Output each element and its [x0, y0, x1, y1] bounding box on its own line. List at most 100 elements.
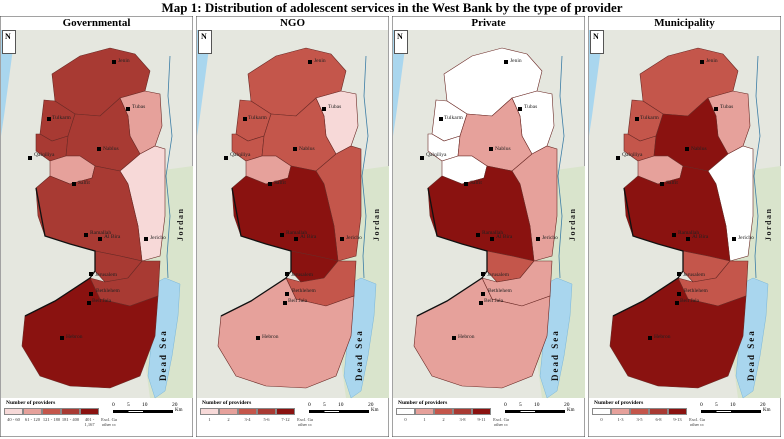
legend-swatches	[4, 408, 99, 415]
legend-swatch	[61, 408, 80, 415]
city-marker-albira	[490, 237, 494, 241]
map-panel-municipality: Municipality N Jenin Tubas Tulkarm Nablus Qalq…	[588, 16, 781, 437]
legend-class-label: 3-5	[636, 417, 643, 422]
city-marker-qalqiliya	[420, 156, 424, 160]
city-marker-ramallah	[84, 233, 88, 237]
scale-unit: Km	[175, 408, 183, 413]
city-marker-albira	[686, 237, 690, 241]
city-marker-hebron	[256, 336, 260, 340]
legend-swatch	[668, 408, 687, 415]
city-marker-beitjala	[283, 301, 287, 305]
legend-title: Number of providers	[594, 400, 644, 406]
dead-sea-label: Dead Sea	[550, 329, 560, 381]
scale-bar: 0 5 10 20 Km	[112, 402, 189, 422]
legend-swatch	[434, 408, 453, 415]
place-label-tulkarm: Tulkarm	[444, 115, 463, 121]
legend-class-label: 181 - 400	[61, 417, 80, 422]
legend-class-label: 40 - 60	[7, 417, 20, 422]
legend-note: Excl. Ga other cc	[493, 417, 509, 427]
legend-class-label: 9-11	[477, 417, 486, 422]
north-arrow-icon: N	[590, 30, 604, 54]
legend-swatches	[396, 408, 491, 415]
place-label-beitjala: Beit Jala	[92, 298, 112, 304]
city-marker-tulkarm	[635, 117, 639, 121]
place-label-ramallah: Ramallah	[90, 230, 112, 236]
legend-swatch	[219, 408, 238, 415]
place-label-jerusalem: Jerusalem	[487, 272, 509, 278]
city-marker-tubas	[518, 107, 522, 111]
place-label-jericho: Jericho	[150, 235, 166, 241]
place-label-tulkarm: Tulkarm	[52, 115, 71, 121]
jordan-label: Jordan	[764, 207, 773, 241]
map-svg-ngo	[196, 16, 389, 437]
place-label-ramallah: Ramallah	[482, 230, 504, 236]
legend-class-label: 401 - 1,167	[84, 417, 95, 427]
city-marker-jerusalem	[285, 272, 289, 276]
place-label-albira: Al Bira	[104, 234, 121, 240]
north-arrow-label: N	[201, 32, 207, 41]
legend-labels: 0 1-3 3-5 6-8 9-13 Excl. Ga other cc	[592, 417, 707, 427]
legend-class-label: 3-8	[459, 417, 466, 422]
place-label-bethlehem: Bethlehem	[96, 288, 120, 294]
city-marker-jericho	[144, 237, 148, 241]
jordan-label: Jordan	[568, 207, 577, 241]
green-line-border	[416, 187, 488, 317]
place-label-albira: Al Bira	[692, 234, 709, 240]
legend: Number of providers 1 2 3-4 5-6 7-12 Excl. Ga …	[196, 398, 389, 437]
mediterranean-sea	[393, 30, 408, 136]
scale-tick-label: 0	[112, 402, 115, 408]
scale-tick-label: 5	[323, 402, 326, 408]
legend: Number of providers 40 - 60 61 - 120 121 - …	[0, 398, 193, 437]
jordan-label: Jordan	[176, 207, 185, 241]
scale-tick-label: 20	[564, 402, 570, 408]
legend-labels: 1 2 3-4 5-6 7-12 Excl. Ga other cc	[200, 417, 315, 427]
city-marker-jenin	[308, 60, 312, 64]
legend-class-label: 1-3	[617, 417, 624, 422]
legend-swatch	[80, 408, 99, 415]
place-label-jenin: Jenin	[314, 58, 326, 64]
map-title: Map 1: Distribution of adolescent servic…	[161, 0, 623, 15]
city-marker-ramallah	[476, 233, 480, 237]
legend-class-label: 1	[423, 417, 426, 422]
north-arrow-label: N	[5, 32, 11, 41]
scale-tick-label: 5	[715, 402, 718, 408]
city-marker-nablus	[489, 147, 493, 151]
north-arrow-icon: N	[2, 30, 16, 54]
jordan-label: Jordan	[372, 207, 381, 241]
legend-swatch	[257, 408, 276, 415]
place-label-hebron: Hebron	[262, 334, 279, 340]
legend-title: Number of providers	[202, 400, 252, 406]
legend-class-label: 2	[442, 417, 445, 422]
city-marker-jerusalem	[677, 272, 681, 276]
green-line-border	[220, 187, 292, 317]
mediterranean-sea	[197, 30, 212, 136]
place-label-jericho: Jericho	[542, 235, 558, 241]
city-marker-jerusalem	[89, 272, 93, 276]
panel-title: NGO	[279, 17, 306, 29]
city-marker-tubas	[714, 107, 718, 111]
legend-class-label: 6-8	[655, 417, 662, 422]
legend-note: Excl. Ga other cc	[689, 417, 705, 427]
north-arrow-icon: N	[198, 30, 212, 54]
place-label-nablus: Nablus	[691, 146, 707, 152]
scale-bar-graphic	[309, 410, 369, 413]
place-label-tubas: Tubas	[328, 104, 342, 110]
green-line-border	[24, 187, 96, 317]
city-marker-hebron	[452, 336, 456, 340]
place-label-qalqiliya: Qalqiliya	[426, 152, 447, 158]
dead-sea-label: Dead Sea	[354, 329, 364, 381]
legend-note: Excl. Ga other cc	[297, 417, 313, 427]
city-marker-tulkarm	[439, 117, 443, 121]
legend-swatches	[592, 408, 687, 415]
mediterranean-sea	[589, 30, 604, 136]
scale-tick-label: 0	[700, 402, 703, 408]
scale-tick-label: 20	[760, 402, 766, 408]
place-label-jericho: Jericho	[346, 235, 362, 241]
legend-labels: 40 - 60 61 - 120 121 - 180 181 - 400 401 - 1…	[4, 417, 119, 427]
legend-swatch	[23, 408, 42, 415]
legend-class-label: 61 - 120	[25, 417, 40, 422]
place-label-tulkarm: Tulkarm	[640, 115, 659, 121]
legend: Number of providers 0 1-3 3-5 6-8 9-13 Excl. G…	[588, 398, 781, 437]
place-label-jenin: Jenin	[510, 58, 522, 64]
legend-swatch	[630, 408, 649, 415]
